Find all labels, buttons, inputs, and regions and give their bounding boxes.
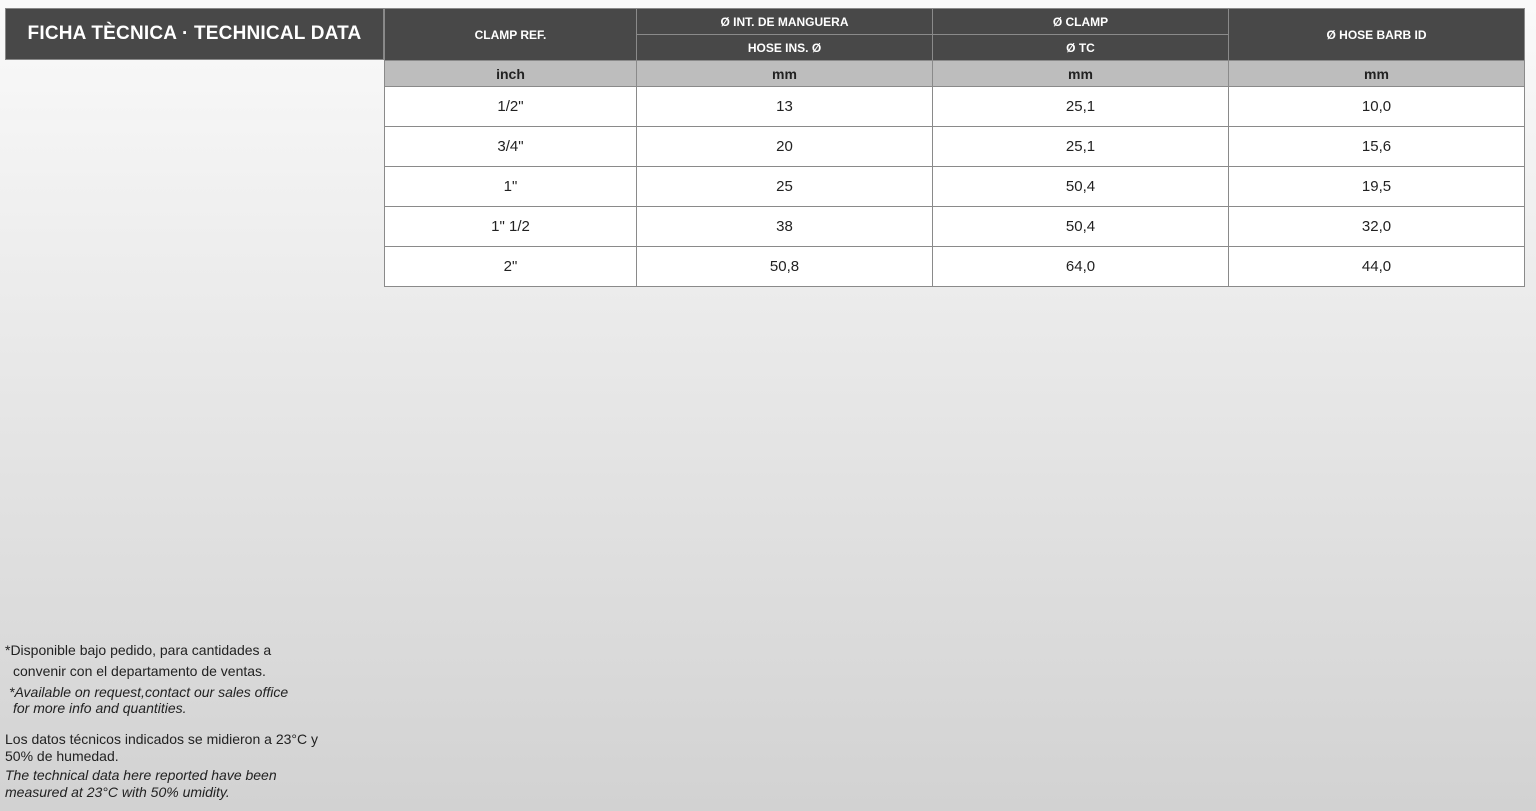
table-cell: 1" — [384, 166, 637, 207]
unit-cell: inch — [384, 60, 637, 87]
note-line: for more info and quantities. — [13, 700, 187, 716]
table-cell: 1" 1/2 — [384, 206, 637, 247]
table-row: 1/2" 13 25,1 10,0 — [384, 86, 1525, 127]
table-cell: 50,4 — [932, 166, 1229, 207]
table-cell: 32,0 — [1228, 206, 1525, 247]
table-cell: 19,5 — [1228, 166, 1525, 207]
note-line: *Disponible bajo pedido, para cantidades… — [5, 642, 272, 658]
table-cell: 44,0 — [1228, 246, 1525, 287]
header-clamp-ref: CLAMP REF. — [384, 8, 637, 61]
header-hose-en: HOSE INS. Ø — [636, 34, 933, 61]
note-line: The technical data here reported have be… — [5, 767, 277, 783]
note-line: *Available on request,contact our sales … — [9, 684, 289, 700]
unit-cell: mm — [636, 60, 933, 87]
unit-cell: mm — [932, 60, 1229, 87]
note-line: measured at 23°C with 50% umidity. — [5, 784, 230, 800]
header-clamp-es: Ø CLAMP — [932, 8, 1229, 35]
note-line: 50% de humedad. — [5, 748, 119, 764]
table-row: 2" 50,8 64,0 44,0 — [384, 246, 1525, 287]
table-cell: 64,0 — [932, 246, 1229, 287]
table-cell: 25,1 — [932, 86, 1229, 127]
table-cell: 50,8 — [636, 246, 933, 287]
table-cell: 1/2" — [384, 86, 637, 127]
note-line: Los datos técnicos indicados se midieron… — [5, 731, 318, 747]
table-cell: 2" — [384, 246, 637, 287]
table-cell: 50,4 — [932, 206, 1229, 247]
table-row: 1" 1/2 38 50,4 32,0 — [384, 206, 1525, 247]
table-cell: 10,0 — [1228, 86, 1525, 127]
unit-cell: mm — [1228, 60, 1525, 87]
header-clamp-en: Ø TC — [932, 34, 1229, 61]
table-cell: 13 — [636, 86, 933, 127]
technical-data-table: CLAMP REF. Ø INT. DE MANGUERA Ø CLAMP Ø … — [384, 8, 1525, 287]
header-barb: Ø HOSE BARB ID — [1228, 8, 1525, 61]
table-row: 3/4" 20 25,1 15,6 — [384, 126, 1525, 167]
availability-note: *Disponible bajo pedido, para cantidades… — [5, 641, 288, 716]
table-cell: 25 — [636, 166, 933, 207]
table-row: 1" 25 50,4 19,5 — [384, 166, 1525, 207]
table-cell: 15,6 — [1228, 126, 1525, 167]
measurement-note: Los datos técnicos indicados se midieron… — [5, 731, 318, 801]
table-cell: 3/4" — [384, 126, 637, 167]
table-cell: 38 — [636, 206, 933, 247]
table-cell: 20 — [636, 126, 933, 167]
table-cell: 25,1 — [932, 126, 1229, 167]
page-title: FICHA TÈCNICA · TECHNICAL DATA — [5, 8, 384, 60]
note-line: convenir con el departamento de ventas. — [13, 663, 266, 679]
header-hose-es: Ø INT. DE MANGUERA — [636, 8, 933, 35]
